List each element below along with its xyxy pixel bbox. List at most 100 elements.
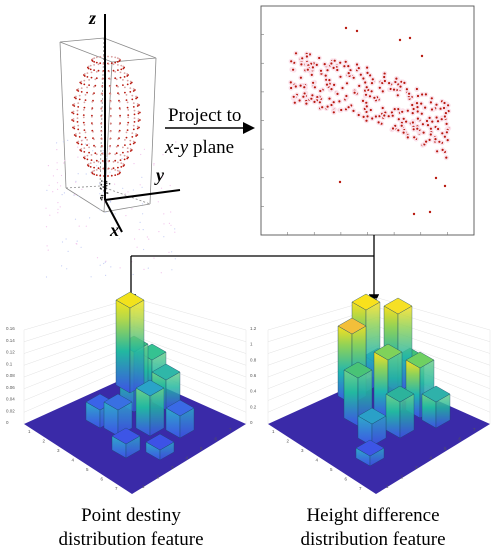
cloud-point	[97, 167, 100, 170]
cloud-point	[101, 153, 104, 155]
projected-point	[292, 68, 295, 71]
cloud-point	[127, 116, 130, 119]
projected-point	[339, 61, 342, 64]
ground-point	[138, 228, 140, 231]
projected-point	[402, 131, 405, 134]
projected-point	[310, 97, 313, 100]
ground-point	[141, 203, 143, 205]
cloud-point	[126, 101, 129, 104]
cloud-point	[118, 60, 121, 62]
projected-point	[416, 106, 419, 109]
ground-point	[52, 175, 55, 177]
cloud-point	[124, 91, 126, 94]
projected-point	[413, 136, 416, 139]
cloud-point	[78, 94, 81, 97]
cloud-point	[112, 69, 115, 72]
cloud-point	[118, 93, 120, 96]
side-tick-label: 5	[444, 446, 447, 451]
cloud-point	[126, 75, 129, 77]
cloud-point	[95, 56, 98, 59]
ground-point	[76, 240, 78, 242]
caption-right-line1: Height difference	[306, 505, 439, 526]
cloud-point	[137, 120, 140, 122]
cloud-point	[75, 97, 77, 100]
projected-point	[400, 124, 403, 127]
cloud-point	[83, 101, 86, 104]
projected-point	[340, 108, 343, 112]
cloud-point	[109, 138, 111, 140]
cloud-point	[115, 84, 118, 87]
bar-top	[165, 399, 195, 417]
projected-point	[412, 107, 415, 111]
cloud-point	[122, 146, 124, 149]
projected-point	[300, 63, 303, 66]
ground-point	[99, 193, 101, 195]
projected-point	[424, 93, 427, 96]
cloud-point	[132, 142, 135, 145]
projected-point	[301, 57, 304, 60]
ground-point	[77, 146, 79, 148]
ground-point	[143, 268, 145, 270]
cloud-point	[107, 168, 109, 170]
ground-point	[80, 246, 82, 248]
cloud-point	[100, 183, 103, 186]
projected-point	[428, 138, 431, 141]
cloud-point	[89, 68, 92, 71]
cloud-point	[117, 166, 119, 169]
projected-point	[344, 26, 348, 30]
y-tick-label: 0.8	[250, 357, 257, 362]
projected-point	[428, 116, 431, 119]
cloud-point	[78, 132, 81, 135]
projected-point	[397, 108, 400, 111]
ground-point	[143, 248, 145, 251]
point-cloud-3d: z y x	[45, 8, 181, 278]
cloud-point	[76, 109, 79, 112]
cloud-point	[125, 94, 128, 96]
ground-point	[141, 186, 143, 188]
cloud-point	[120, 162, 123, 165]
projected-point	[381, 90, 384, 93]
cloud-point	[107, 160, 110, 163]
cloud-point	[100, 130, 103, 133]
cloud-point	[135, 133, 138, 135]
cloud-point	[71, 111, 73, 114]
cloud-point	[120, 68, 123, 71]
projected-point	[397, 118, 400, 121]
ground-point	[82, 139, 84, 141]
y-tick-label: 0.6	[250, 373, 257, 378]
projected-point	[416, 127, 419, 130]
projected-point	[332, 66, 335, 69]
projected-point	[383, 114, 386, 117]
projected-point	[415, 102, 419, 105]
projected-point	[338, 100, 341, 103]
cloud-point	[136, 127, 139, 130]
projected-point	[443, 101, 446, 105]
bar-top	[385, 385, 415, 403]
projection-step: Project to x-y plane	[164, 105, 255, 158]
bar-top	[151, 363, 181, 381]
projected-point	[443, 184, 447, 188]
projected-point	[311, 66, 314, 69]
cloud-point	[76, 117, 79, 119]
projected-point	[333, 83, 336, 86]
right-chart-bars	[337, 293, 451, 467]
ground-point	[45, 226, 48, 228]
projected-point	[430, 97, 433, 100]
cloud-point	[94, 84, 97, 87]
projected-point	[313, 86, 316, 89]
cloud-point	[122, 67, 125, 70]
cloud-point	[116, 169, 119, 172]
cloud-point	[86, 91, 88, 94]
projected-point	[436, 120, 440, 123]
ground-point	[46, 245, 48, 247]
cloud-point	[91, 58, 94, 60]
ground-point	[109, 171, 111, 173]
ground-point	[52, 191, 54, 193]
projected-point	[293, 101, 296, 104]
cloud-point	[114, 159, 117, 162]
cloud-point	[86, 158, 89, 161]
cloud-point	[75, 95, 77, 98]
cloud-point	[91, 170, 94, 173]
projected-point	[447, 104, 450, 107]
